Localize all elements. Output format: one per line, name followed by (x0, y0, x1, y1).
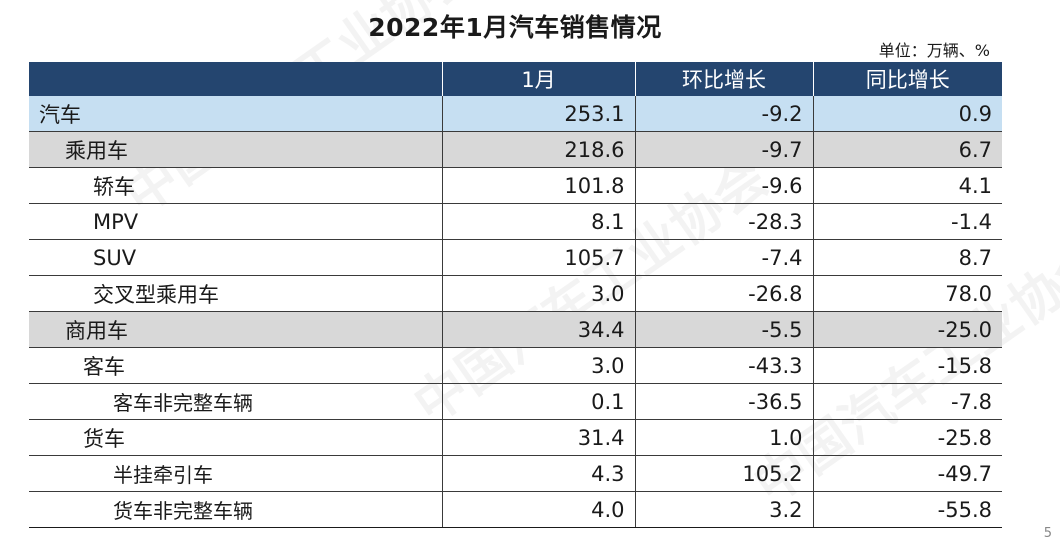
cell-year-on-year: -55.8 (812, 491, 1002, 528)
cell-january: 3.0 (441, 275, 635, 312)
cell-year-on-year: -15.8 (812, 347, 1002, 384)
cell-month-on-month: -5.5 (634, 311, 813, 348)
header-month-on-month: 环比增长 (634, 62, 813, 96)
page-title: 2022年1月汽车销售情况 (368, 13, 662, 42)
row-label: 交叉型乘用车 (29, 275, 442, 312)
header-january: 1月 (441, 62, 635, 96)
cell-january: 253.1 (441, 96, 635, 132)
row-label: 货车非完整车辆 (29, 491, 442, 528)
cell-month-on-month: 3.2 (634, 491, 813, 528)
table-row: 交叉型乘用车 3.0 -26.8 78.0 (29, 275, 1002, 312)
row-label: 客车非完整车辆 (29, 383, 442, 420)
unit-label: 单位：万辆、% (878, 41, 990, 60)
cell-january: 218.6 (441, 131, 635, 168)
cell-year-on-year: 8.7 (812, 239, 1002, 276)
cell-year-on-year: -1.4 (812, 203, 1002, 240)
table-row: MPV 8.1 -28.3 -1.4 (29, 203, 1002, 240)
table-row: 半挂牵引车 4.3 105.2 -49.7 (29, 455, 1002, 492)
cell-month-on-month: -9.2 (634, 96, 813, 132)
table-row: 轿车 101.8 -9.6 4.1 (29, 167, 1002, 204)
cell-january: 4.3 (441, 455, 635, 492)
cell-month-on-month: 1.0 (634, 419, 813, 456)
cell-month-on-month: -7.4 (634, 239, 813, 276)
cell-year-on-year: 78.0 (812, 275, 1002, 312)
row-label: 商用车 (29, 311, 442, 348)
cell-january: 31.4 (441, 419, 635, 456)
row-label: 乘用车 (29, 131, 442, 168)
cell-month-on-month: -26.8 (634, 275, 813, 312)
table-header-row: 1月 环比增长 同比增长 (29, 62, 1002, 96)
row-label: SUV (29, 239, 442, 276)
table-row: 汽车 253.1 -9.2 0.9 (29, 96, 1002, 132)
row-label: 客车 (29, 347, 442, 384)
cell-year-on-year: 0.9 (812, 96, 1002, 132)
cell-year-on-year: 6.7 (812, 131, 1002, 168)
cell-year-on-year: 4.1 (812, 167, 1002, 204)
table-row: SUV 105.7 -7.4 8.7 (29, 239, 1002, 276)
row-label: 轿车 (29, 167, 442, 204)
cell-january: 0.1 (441, 383, 635, 420)
cell-month-on-month: 105.2 (634, 455, 813, 492)
cell-month-on-month: -28.3 (634, 203, 813, 240)
table-row: 乘用车 218.6 -9.7 6.7 (29, 131, 1002, 168)
cell-january: 4.0 (441, 491, 635, 528)
table-body: 汽车 253.1 -9.2 0.9 乘用车 218.6 -9.7 6.7 轿车 101.8 -9.6… (29, 96, 1002, 528)
cell-year-on-year: -7.8 (812, 383, 1002, 420)
cell-month-on-month: -43.3 (634, 347, 813, 384)
table-row: 商用车 34.4 -5.5 -25.0 (29, 311, 1002, 348)
table-row: 客车 3.0 -43.3 -15.8 (29, 347, 1002, 384)
cell-year-on-year: -25.8 (812, 419, 1002, 456)
row-label: 汽车 (29, 96, 442, 132)
sales-table: 1月 环比增长 同比增长 汽车 253.1 -9.2 0.9 乘用车 218.6 -9.7 6… (29, 62, 1002, 528)
header-year-on-year: 同比增长 (812, 62, 1002, 96)
cell-month-on-month: -9.7 (634, 131, 813, 168)
cell-january: 34.4 (441, 311, 635, 348)
table-row: 货车非完整车辆 4.0 3.2 -55.8 (29, 491, 1002, 528)
cell-january: 105.7 (441, 239, 635, 276)
cell-month-on-month: -9.6 (634, 167, 813, 204)
cell-january: 101.8 (441, 167, 635, 204)
row-label: 半挂牵引车 (29, 455, 442, 492)
cell-year-on-year: -49.7 (812, 455, 1002, 492)
cell-january: 3.0 (441, 347, 635, 384)
cell-month-on-month: -36.5 (634, 383, 813, 420)
header-category (29, 62, 442, 96)
table-row: 货车 31.4 1.0 -25.8 (29, 419, 1002, 456)
row-label: 货车 (29, 419, 442, 456)
row-label: MPV (29, 203, 442, 240)
table-row: 客车非完整车辆 0.1 -36.5 -7.8 (29, 383, 1002, 420)
cell-january: 8.1 (441, 203, 635, 240)
page-number: 5 (1043, 526, 1052, 541)
cell-year-on-year: -25.0 (812, 311, 1002, 348)
